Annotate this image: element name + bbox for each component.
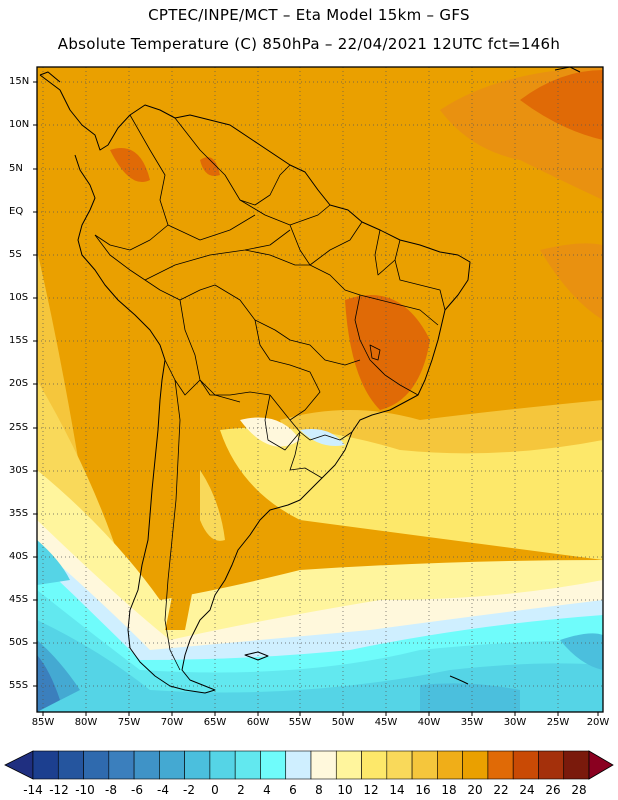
colorbar-cell [32,750,59,780]
colorbar-label: -4 [157,783,169,797]
colorbar-low-arrow [4,750,34,780]
colorbar-cell [437,750,463,780]
colorbar-cell [159,750,185,780]
lat-label: EQ [9,206,24,217]
colorbar-label: 6 [289,783,297,797]
colorbar-label: 8 [315,783,323,797]
lat-label: 5S [9,249,22,260]
lon-label: 60W [246,717,270,728]
lon-label: 35W [460,717,484,728]
lon-label: 85W [31,717,55,728]
colorbar-label: 14 [389,783,405,797]
lon-label: 25W [546,717,570,728]
colorbar-cell [462,750,489,780]
colorbar-label: 28 [571,783,587,797]
lat-label: 20S [9,378,29,389]
lon-label: 45W [374,717,398,728]
colorbar-label: 18 [441,783,457,797]
lon-label: 70W [160,717,184,728]
colorbar-cell [260,750,287,780]
lat-label: 15S [9,335,29,346]
colorbar-high-arrow [588,750,614,780]
lat-label: 40S [9,551,29,562]
lon-label: 30W [503,717,527,728]
colorbar-label: -10 [75,783,95,797]
lat-label: 45S [9,594,29,605]
axis-ticks [33,81,599,716]
lat-label: 5N [9,163,23,174]
colorbar-label: -6 [131,783,143,797]
colorbar-cell [512,750,539,780]
map-frame [36,66,604,713]
colorbar-label: 4 [263,783,271,797]
colorbar-label: 10 [337,783,353,797]
colorbar-cell [209,750,236,780]
lon-label: 50W [331,717,355,728]
lat-label: 25S [9,422,29,433]
colorbar-cell [184,750,211,780]
lat-label: 10N [9,119,30,130]
colorbar-cell [563,750,590,780]
colorbar-cell [411,750,438,780]
title-line-1: CPTEC/INPE/MCT – Eta Model 15km – GFS [148,6,470,24]
colorbar-label: -2 [183,783,195,797]
colorbar [4,750,614,780]
colorbar-label: 2 [237,783,245,797]
country-borders [94,114,446,671]
colorbar-label: 0 [211,783,219,797]
colorbar-cell [234,750,261,780]
title-line-2: Absolute Temperature (C) 850hPa – 22/04/… [57,35,561,53]
colorbar-cell [133,750,160,780]
colorbar-cell [386,750,413,780]
lon-label: 75W [117,717,141,728]
lon-label: 55W [288,717,312,728]
colorbar-cell [538,750,565,780]
colorbar-label: -14 [23,783,43,797]
lon-label: 80W [74,717,98,728]
colorbar-label: -8 [105,783,117,797]
lat-label: 30S [9,465,29,476]
lon-label: 40W [417,717,441,728]
colorbar-cell [335,750,362,780]
coastlines [39,67,581,694]
colorbar-cell [310,750,337,780]
colorbar-label: 26 [545,783,561,797]
colorbar-label: 20 [467,783,483,797]
colorbar-cell [285,750,312,780]
lat-label: 55S [9,680,29,691]
colorbar-cell [361,750,388,780]
colorbar-label: 16 [415,783,431,797]
temperature-field [37,67,603,712]
colorbar-label: 24 [519,783,535,797]
colorbar-label: 22 [493,783,509,797]
lat-label: 50S [9,637,29,648]
lat-label: 10S [9,292,29,303]
lat-label: 35S [9,508,29,519]
colorbar-cell [108,750,135,780]
colorbar-label: -12 [49,783,69,797]
lat-label: 15N [9,76,30,87]
colorbar-cell [83,750,110,780]
colorbar-label: 12 [363,783,379,797]
lon-label: 20W [586,717,610,728]
colorbar-cell [487,750,514,780]
colorbar-cell [57,750,84,780]
lon-label: 65W [203,717,227,728]
